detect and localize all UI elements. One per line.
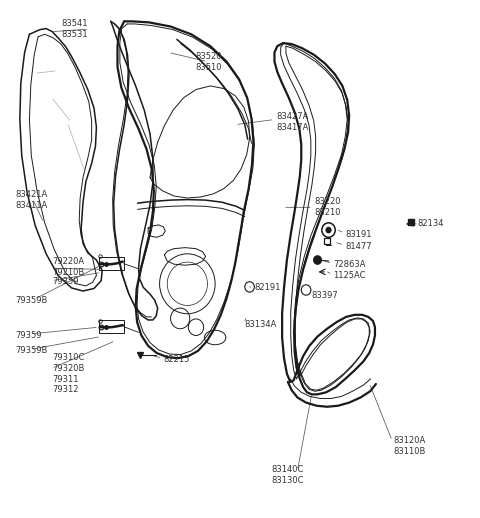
Text: 83191: 83191 <box>345 229 372 239</box>
Bar <box>99 320 124 334</box>
Text: 81477: 81477 <box>345 242 372 251</box>
Text: 83427A
83417A: 83427A 83417A <box>276 112 308 132</box>
Text: 82191: 82191 <box>254 283 281 293</box>
Text: 83220
83210: 83220 83210 <box>314 197 341 217</box>
Text: 72863A: 72863A <box>333 260 366 269</box>
Text: 83120A
83110B: 83120A 83110B <box>393 436 426 456</box>
Text: 79359: 79359 <box>52 277 79 286</box>
Text: 79359B: 79359B <box>15 296 48 305</box>
Text: 83421A
83411A: 83421A 83411A <box>15 190 48 210</box>
Text: 79220A
79210B: 79220A 79210B <box>52 257 84 277</box>
Text: 82134: 82134 <box>417 219 444 228</box>
Text: 83541
83531: 83541 83531 <box>61 19 88 39</box>
Text: 82215: 82215 <box>163 355 190 364</box>
Text: 79310C
79320B
79311
79312: 79310C 79320B 79311 79312 <box>52 353 85 394</box>
Text: 79359B: 79359B <box>15 347 48 355</box>
Bar <box>99 257 124 270</box>
Text: 83520
83510: 83520 83510 <box>196 52 222 71</box>
Circle shape <box>314 256 322 264</box>
Text: 83134A: 83134A <box>245 320 277 328</box>
Text: 79359: 79359 <box>15 331 42 340</box>
Text: 83397: 83397 <box>312 291 338 299</box>
Circle shape <box>326 227 331 233</box>
Text: 83140C
83130C: 83140C 83130C <box>272 465 304 485</box>
Text: 1125AC: 1125AC <box>333 271 366 280</box>
